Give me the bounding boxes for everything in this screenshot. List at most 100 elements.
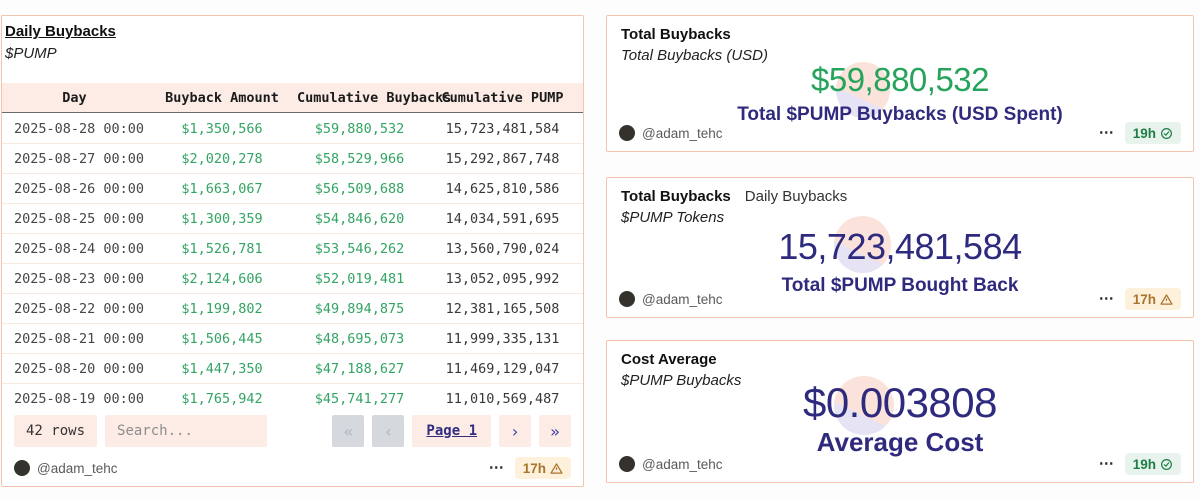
cell-buyback-amount: $1,526,781: [181, 240, 263, 257]
table-header-row: Day Buyback Amount Cumulative Buybacks C…: [2, 83, 583, 113]
prev-page-button[interactable]: ‹: [372, 415, 405, 447]
next-page-button[interactable]: ›: [499, 415, 531, 447]
table-row: 2025-08-22 00:00 $1,199,802 $49,894,875 …: [2, 294, 583, 324]
overflow-menu-icon[interactable]: ⋯: [1098, 290, 1115, 307]
card-title-suffix: Daily Buybacks: [744, 188, 848, 205]
card-subtitle: Total Buybacks (USD): [621, 47, 768, 64]
overflow-menu-icon[interactable]: ⋯: [1098, 455, 1115, 472]
cell-cumulative-pump: 15,292,867,748: [445, 150, 560, 167]
counter-caption: Average Cost: [816, 427, 984, 458]
cell-cumulative-buybacks: $49,894,875: [314, 300, 405, 317]
pagination-bar: 42 rows « ‹ Page 1 › »: [14, 415, 571, 447]
cell-cumulative-pump: 11,010,569,487: [445, 390, 560, 407]
first-page-icon: «: [343, 421, 354, 441]
cell-day: 2025-08-20 00:00: [14, 360, 145, 377]
author-handle[interactable]: @adam_tehc: [37, 460, 118, 476]
counter-value: $59,880,532: [810, 61, 990, 98]
avatar: [619, 291, 635, 307]
cell-day: 2025-08-23 00:00: [14, 270, 145, 287]
author-handle[interactable]: @adam_tehc: [642, 456, 723, 472]
data-age-label: 17h: [522, 460, 546, 476]
cell-buyback-amount: $1,506,445: [181, 330, 263, 347]
daily-buybacks-panel: Daily Buybacks $PUMP Day Buyback Amount …: [1, 15, 584, 487]
cell-buyback-amount: $1,447,350: [181, 360, 263, 377]
table-body: 2025-08-28 00:00 $1,350,566 $59,880,532 …: [2, 114, 583, 409]
avatar: [619, 125, 635, 141]
panel-subtitle: $PUMP: [5, 45, 57, 62]
data-age-badge[interactable]: 19h: [1124, 453, 1181, 475]
counter-caption: Total $PUMP Buybacks (USD Spent): [737, 103, 1063, 125]
column-header-cumulative-buybacks[interactable]: Cumulative Buybacks: [297, 89, 452, 106]
table-row: 2025-08-20 00:00 $1,447,350 $47,188,627 …: [2, 354, 583, 384]
cell-day: 2025-08-26 00:00: [14, 180, 145, 197]
cell-cumulative-pump: 13,560,790,024: [445, 240, 560, 257]
cell-cumulative-buybacks: $48,695,073: [314, 330, 405, 347]
data-age-label: 17h: [1132, 291, 1156, 307]
data-age-label: 19h: [1132, 456, 1156, 472]
cell-cumulative-pump: 12,381,165,508: [445, 300, 560, 317]
counter-caption: Total $PUMP Bought Back: [781, 274, 1019, 296]
cell-cumulative-buybacks: $59,880,532: [314, 120, 405, 137]
warning-icon: [550, 462, 563, 474]
check-circle-icon: [1161, 127, 1172, 139]
table-row: 2025-08-24 00:00 $1,526,781 $53,546,262 …: [2, 234, 583, 264]
attribution-bar: @adam_tehc ⋯ 19h: [619, 453, 1181, 475]
total-buybacks-usd-card: Total Buybacks Total Buybacks (USD) $59,…: [606, 15, 1194, 152]
warning-icon: [1160, 293, 1173, 305]
avatar: [619, 456, 635, 472]
cell-cumulative-buybacks: $53,546,262: [314, 240, 405, 257]
table-row: 2025-08-19 00:00 $1,765,942 $45,741,277 …: [2, 384, 583, 409]
table-row: 2025-08-25 00:00 $1,300,359 $54,846,620 …: [2, 204, 583, 234]
first-page-button[interactable]: «: [332, 415, 365, 447]
card-subtitle: $PUMP Buybacks: [621, 372, 742, 389]
next-page-icon: ›: [510, 421, 520, 441]
column-header-day[interactable]: Day: [62, 89, 87, 106]
cell-day: 2025-08-21 00:00: [14, 330, 145, 347]
column-header-buyback-amount[interactable]: Buyback Amount: [165, 89, 279, 106]
overflow-menu-icon[interactable]: ⋯: [488, 459, 505, 476]
cell-cumulative-buybacks: $54,846,620: [314, 210, 405, 227]
cell-day: 2025-08-28 00:00: [14, 120, 145, 137]
decorative-pie-shape: [834, 216, 891, 273]
cell-cumulative-pump: 14,625,810,586: [445, 180, 560, 197]
cell-cumulative-pump: 11,469,129,047: [445, 360, 560, 377]
cell-cumulative-buybacks: $58,529,966: [314, 150, 405, 167]
column-header-cumulative-pump[interactable]: Cumulative PUMP: [441, 89, 564, 106]
overflow-menu-icon[interactable]: ⋯: [1098, 124, 1115, 141]
cell-cumulative-pump: 11,999,335,131: [445, 330, 560, 347]
cell-buyback-amount: $1,765,942: [181, 390, 263, 407]
attribution-bar: @adam_tehc ⋯ 17h: [14, 457, 571, 479]
cell-day: 2025-08-25 00:00: [14, 210, 145, 227]
counter-value: $0.003808: [802, 379, 998, 426]
cell-day: 2025-08-27 00:00: [14, 150, 145, 167]
attribution-bar: @adam_tehc ⋯ 19h: [619, 122, 1181, 144]
data-age-badge[interactable]: 17h: [1124, 288, 1181, 310]
cell-buyback-amount: $1,350,566: [181, 120, 263, 137]
attribution-bar: @adam_tehc ⋯ 17h: [619, 288, 1181, 310]
last-page-button[interactable]: »: [539, 415, 571, 447]
cell-buyback-amount: $1,199,802: [181, 300, 263, 317]
data-age-badge[interactable]: 17h: [514, 457, 571, 479]
cell-buyback-amount: $1,300,359: [181, 210, 263, 227]
card-title: Total Buybacks: [621, 188, 731, 205]
cell-cumulative-pump: 15,723,481,584: [445, 120, 560, 137]
last-page-icon: »: [550, 421, 560, 441]
table-row: 2025-08-21 00:00 $1,506,445 $48,695,073 …: [2, 324, 583, 354]
panel-header: Daily Buybacks $PUMP: [5, 23, 116, 62]
check-circle-icon: [1161, 458, 1172, 470]
data-age-badge[interactable]: 19h: [1124, 122, 1181, 144]
author-handle[interactable]: @adam_tehc: [642, 291, 723, 307]
page-indicator[interactable]: Page 1: [412, 415, 491, 447]
cell-buyback-amount: $2,124,606: [181, 270, 263, 287]
cell-buyback-amount: $2,020,278: [181, 150, 263, 167]
panel-title[interactable]: Daily Buybacks: [5, 23, 116, 40]
search-input[interactable]: [105, 415, 268, 447]
table-row: 2025-08-28 00:00 $1,350,566 $59,880,532 …: [2, 114, 583, 144]
cell-cumulative-buybacks: $52,019,481: [314, 270, 405, 287]
total-buybacks-pump-card: Total Buybacks Daily Buybacks $PUMP Token…: [606, 177, 1194, 318]
data-age-label: 19h: [1132, 125, 1156, 141]
card-title: Total Buybacks: [621, 26, 731, 43]
avatar: [14, 460, 30, 476]
prev-page-icon: ‹: [383, 421, 394, 441]
author-handle[interactable]: @adam_tehc: [642, 125, 723, 141]
